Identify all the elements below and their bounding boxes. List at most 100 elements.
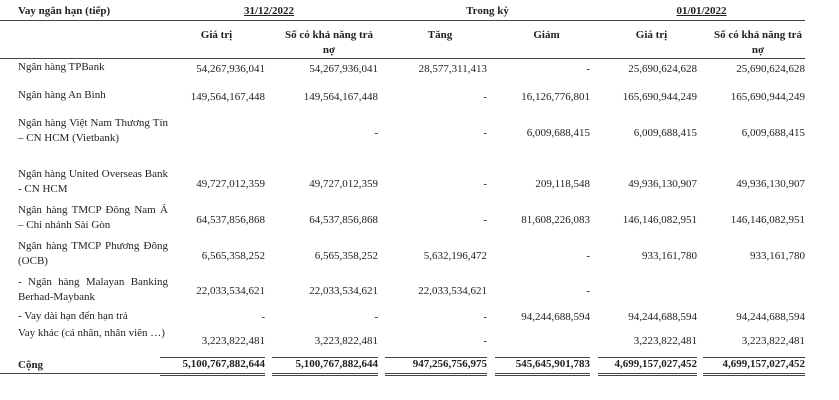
rule [160, 373, 265, 374]
rule [385, 357, 487, 358]
rule [272, 357, 378, 358]
cell: 3,223,822,481 [633, 334, 697, 347]
group-label: 31/12/2022 [243, 5, 295, 17]
group-label: 01/01/2022 [676, 5, 727, 17]
cell: 146,146,082,951 [730, 213, 805, 226]
total-label: Cộng [18, 359, 44, 371]
cell: 4,699,157,027,452 [722, 358, 806, 370]
group-header: Trong kỳ [466, 5, 509, 17]
row-label: Ngân hàng TMCP Đông Nam Á – Chi nhánh Sà… [18, 204, 168, 231]
row-label: - Ngân hàng Malayan Banking Berhad-Mayba… [18, 276, 168, 303]
rule [598, 373, 697, 374]
rule [0, 373, 160, 374]
rule [0, 58, 805, 59]
rule [598, 375, 697, 376]
cell: - [374, 311, 378, 323]
cell: - [483, 334, 487, 347]
group-header: 31/12/2022 [160, 4, 378, 19]
cell: 28,577,311,413 [418, 62, 487, 75]
cell: - [483, 311, 487, 323]
rule [703, 357, 805, 358]
cell: 3,223,822,481 [201, 334, 265, 347]
cell: 49,936,130,907 [736, 177, 805, 190]
cell: 933,161,780 [642, 249, 697, 262]
cell: - [483, 126, 487, 139]
cell: - [483, 213, 487, 226]
cell: - [374, 126, 378, 139]
cell: 49,727,012,359 [196, 177, 265, 190]
cell: - [483, 90, 487, 103]
column-header: Số có khả năng trả nợ [713, 29, 803, 56]
column-header: Giá trị [635, 29, 668, 41]
cell: - [586, 284, 590, 297]
cell: 947,256,756,975 [412, 358, 487, 370]
cell: 165,690,944,249 [622, 90, 697, 103]
cell: 64,537,856,868 [196, 213, 265, 226]
cell: 5,100,767,882,644 [182, 358, 266, 370]
column-header: Số có khả năng trả nợ [284, 29, 374, 56]
cell: 3,223,822,481 [741, 334, 805, 347]
row-label: Vay khác (cá nhân, nhân viên …) [18, 327, 165, 339]
rule [703, 373, 805, 374]
column-header: Tăng [427, 29, 453, 41]
rule [703, 375, 805, 376]
cell: 6,565,358,252 [201, 249, 265, 262]
cell: 81,608,226,083 [521, 213, 590, 226]
group-header: 01/01/2022 [598, 4, 805, 19]
cell: 94,244,688,594 [628, 311, 697, 323]
cell: 3,223,822,481 [314, 334, 378, 347]
column-header: Giá trị [200, 29, 233, 41]
cell: 54,267,936,041 [309, 62, 378, 75]
rule [160, 357, 265, 358]
cell: 6,565,358,252 [314, 249, 378, 262]
row-label: Ngân hàng TPBank [18, 61, 105, 73]
cell: - [586, 62, 590, 75]
cell: 6,009,688,415 [741, 126, 805, 139]
cell: 146,146,082,951 [622, 213, 697, 226]
cell: 545,645,901,783 [515, 358, 590, 370]
cell: - [261, 311, 265, 323]
table-title: Vay ngắn hạn (tiếp) [18, 5, 111, 17]
row-label: Ngân hàng An Bình [18, 89, 106, 101]
cell: - [483, 177, 487, 190]
rule [272, 373, 378, 374]
cell: 149,564,167,448 [303, 90, 378, 103]
rule [495, 357, 590, 358]
cell: 933,161,780 [750, 249, 805, 262]
row-label: Ngân hàng Việt Nam Thương Tín – CN HCM (… [18, 117, 168, 144]
cell: 22,033,534,621 [309, 284, 378, 297]
cell: - [586, 249, 590, 262]
row-label: - Vay dài hạn đến hạn trả [18, 310, 128, 322]
cell: 25,690,624,628 [628, 62, 697, 75]
cell: 6,009,688,415 [633, 126, 697, 139]
cell: 5,632,196,472 [423, 249, 487, 262]
cell: 64,537,856,868 [309, 213, 378, 226]
row-label: Ngân hàng TMCP Phương Đông (OCB) [18, 240, 168, 267]
cell: 5,100,767,882,644 [295, 358, 379, 370]
cell: 49,936,130,907 [628, 177, 697, 190]
column-header: Giảm [533, 29, 560, 41]
cell: 94,244,688,594 [521, 311, 590, 323]
rule [385, 375, 487, 376]
rule [272, 375, 378, 376]
cell: 54,267,936,041 [196, 62, 265, 75]
cell: 209,118,548 [535, 177, 590, 190]
rule [495, 375, 590, 376]
cell: 16,126,776,801 [521, 90, 590, 103]
rule [495, 373, 590, 374]
cell: 4,699,157,027,452 [614, 358, 698, 370]
cell: 149,564,167,448 [190, 90, 265, 103]
row-label: Ngân hàng United Overseas Bank - CN HCM [18, 168, 168, 195]
cell: 25,690,624,628 [736, 62, 805, 75]
rule [598, 357, 697, 358]
cell: 94,244,688,594 [736, 311, 805, 323]
cell: 49,727,012,359 [309, 177, 378, 190]
rule [385, 373, 487, 374]
cell: 165,690,944,249 [730, 90, 805, 103]
cell: 6,009,688,415 [526, 126, 590, 139]
rule [160, 375, 265, 376]
rule [0, 20, 805, 21]
cell: 22,033,534,621 [418, 284, 487, 297]
cell: 22,033,534,621 [196, 284, 265, 297]
